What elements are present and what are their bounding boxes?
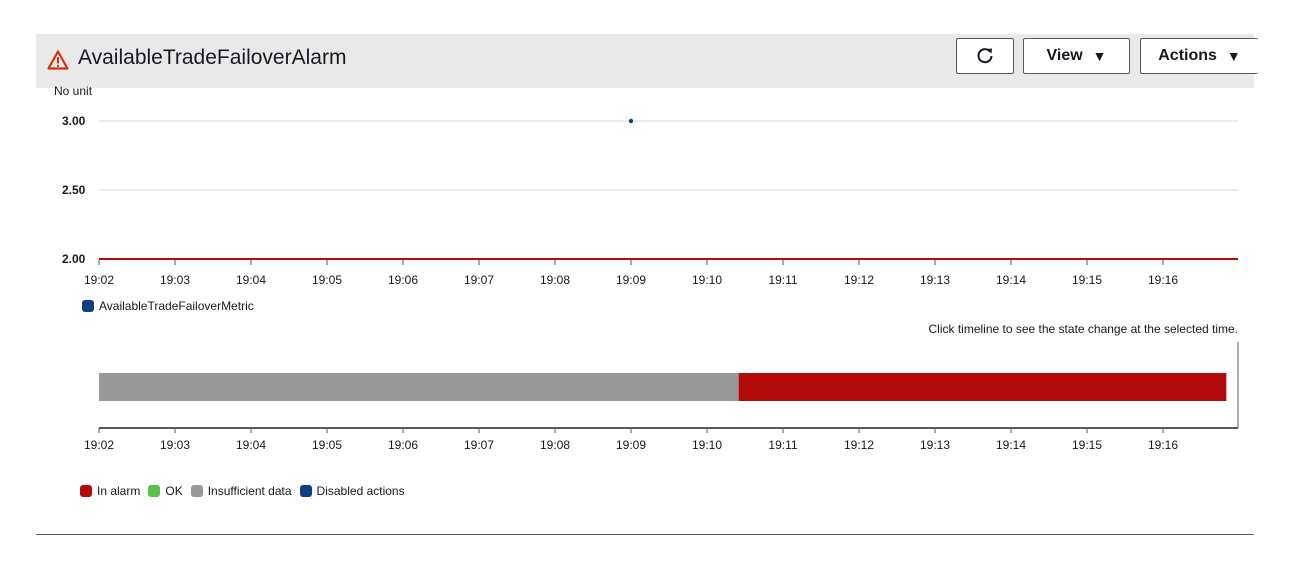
x-tick-label: 19:05 [312, 273, 342, 287]
x-tick-label: 19:14 [996, 438, 1026, 452]
x-tick-label: 19:16 [1148, 273, 1178, 287]
data-point [628, 118, 634, 124]
legend-label: Insufficient data [207, 484, 292, 498]
x-tick-label: 19:12 [844, 273, 874, 287]
timeline-hint: Click timeline to see the state change a… [928, 322, 1239, 336]
legend-swatch [148, 485, 161, 497]
x-tick-label: 19:04 [236, 273, 266, 287]
x-tick-label: 19:03 [160, 438, 190, 452]
legend-label: In alarm [97, 484, 141, 498]
alarm-title: AvailableTradeFailoverAlarm [78, 46, 347, 69]
legend-label: Disabled actions [316, 484, 405, 498]
y-tick-label: 2.50 [62, 183, 86, 197]
x-tick-label: 19:08 [540, 273, 570, 287]
state-legend: In alarm OK Insufficient data Disabled acti… [80, 484, 413, 498]
state-legend-item: In alarm [80, 484, 140, 498]
x-tick-label: 19:05 [312, 438, 342, 452]
metric-chart[interactable]: 2.00 2.50 3.00 19:02 19:03 19:04 19:05 19:06 19:… [62, 114, 1238, 287]
x-tick-label: 19:07 [464, 273, 494, 287]
x-tick-label: 19:08 [540, 438, 570, 452]
y-tick-label: 3.00 [62, 114, 86, 128]
timeline-segment [99, 373, 739, 401]
x-tick-label: 19:11 [768, 273, 797, 287]
legend-swatch [190, 485, 203, 497]
x-tick-label: 19:11 [768, 438, 797, 452]
state-timeline-chart[interactable]: 19:02 19:03 19:04 19:05 19:06 19:07 19:08 19:09… [84, 342, 1239, 452]
x-tick-label: 19:10 [692, 273, 722, 287]
x-tick-label: 19:03 [160, 273, 190, 287]
state-legend-item: OK [148, 484, 183, 498]
actions-button-label: Actions [1158, 47, 1217, 64]
view-button-label: View [1046, 47, 1083, 64]
refresh-button[interactable] [956, 38, 1014, 74]
metric-legend-item: AvailableTradeFailoverMetric [82, 299, 254, 313]
x-tick-label: 19:12 [844, 438, 874, 452]
x-tick-label: 19:13 [920, 438, 950, 452]
x-tick-label: 19:06 [388, 438, 418, 452]
warning-triangle-icon [47, 50, 69, 70]
metric-legend: AvailableTradeFailoverMetric [82, 299, 262, 313]
x-tick-label: 19:13 [920, 273, 950, 287]
x-tick-label: 19:10 [692, 438, 722, 452]
x-tick-label: 19:09 [616, 438, 646, 452]
view-dropdown-button[interactable]: View ▼ [1023, 38, 1130, 74]
x-tick-label: 19:16 [1148, 438, 1178, 452]
x-tick-label: 19:04 [236, 438, 266, 452]
state-legend-item: Disabled actions [299, 484, 405, 498]
caret-down-icon: ▼ [1092, 48, 1107, 64]
timeline-segment [738, 373, 1227, 401]
legend-label: OK [165, 484, 183, 498]
x-tick-label: 19:02 [84, 438, 114, 452]
legend-swatch [80, 485, 92, 497]
x-tick-label: 19:15 [1072, 438, 1102, 452]
x-tick-label: 19:09 [616, 273, 646, 287]
legend-label: AvailableTradeFailoverMetric [99, 299, 254, 313]
x-tick-label: 19:15 [1072, 273, 1102, 287]
x-tick-label: 19:14 [996, 273, 1026, 287]
divider [36, 534, 1254, 535]
legend-swatch [299, 485, 312, 497]
refresh-icon [977, 48, 993, 64]
x-tick-label: 19:07 [464, 438, 494, 452]
caret-down-icon: ▼ [1226, 48, 1241, 64]
y-axis-unit-label: No unit [54, 84, 93, 98]
alarm-widget-header: AvailableTradeFailoverAlarm View ▼ Actio… [36, 34, 1258, 88]
state-legend-item: Insufficient data [190, 484, 292, 498]
x-tick-label: 19:02 [84, 273, 114, 287]
y-tick-label: 2.00 [62, 252, 86, 266]
x-tick-label: 19:06 [388, 273, 418, 287]
actions-dropdown-button[interactable]: Actions ▼ [1140, 38, 1258, 74]
legend-swatch [82, 300, 94, 312]
